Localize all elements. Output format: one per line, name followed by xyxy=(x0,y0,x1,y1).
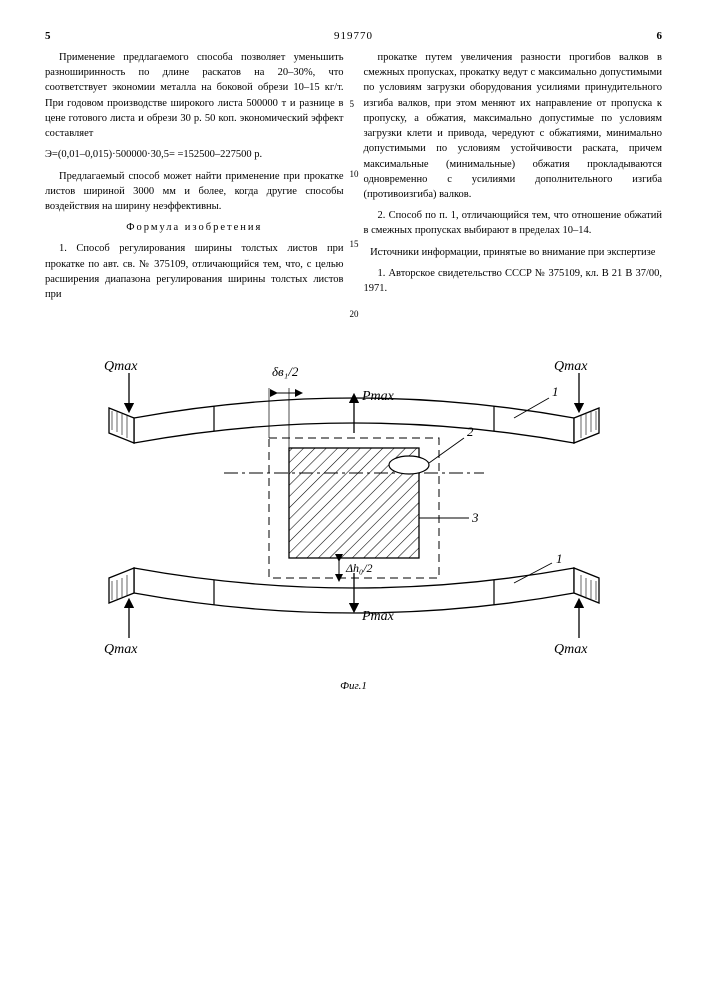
sources-heading: Источники информации, принятые во вниман… xyxy=(364,245,663,260)
label-db2: δв₁/2 xyxy=(272,364,299,379)
left-para-1: Применение предлагаемого способа позволя… xyxy=(45,50,344,141)
line-num-20: 20 xyxy=(350,308,359,321)
right-column-number: 6 xyxy=(657,30,663,42)
label-pmax-bot: Pmax xyxy=(361,609,395,624)
right-para-2: 2. Способ по п. 1, отличающийся тем, что… xyxy=(364,208,663,238)
left-para-4: 1. Способ регулирования ширины толстых л… xyxy=(45,241,344,302)
left-para-2: Э=(0,01–0,015)·500000·30,5= =152500–2275… xyxy=(45,147,344,162)
detail-2 xyxy=(389,456,429,474)
left-para-3: Предлагаемый способ может найти применен… xyxy=(45,169,344,215)
document-number: 919770 xyxy=(334,30,373,42)
label-pmax-top: Pmax xyxy=(361,389,395,404)
text-columns: Применение предлагаемого способа позволя… xyxy=(45,50,662,308)
label-ref-1a: 1 xyxy=(552,384,559,399)
leader-2 xyxy=(429,438,464,463)
figure-1: Qmax Qmax Qmax Qmax Pmax Pmax δв₁/2 Δh₀/… xyxy=(45,338,662,692)
left-column-number: 5 xyxy=(45,30,51,42)
patent-page: 5 919770 6 Применение предлагаемого спос… xyxy=(0,0,707,1000)
figure-caption: Фиг.1 xyxy=(45,680,662,692)
label-qmax-tl: Qmax xyxy=(104,359,138,374)
label-ref-2: 2 xyxy=(467,424,474,439)
formula-heading: Формула изобретения xyxy=(45,220,344,235)
right-column: 5 10 15 20 прокатке путем увеличения раз… xyxy=(364,50,663,308)
page-header: 5 919770 6 xyxy=(45,30,662,42)
label-qmax-tr: Qmax xyxy=(554,359,588,374)
label-ref-1b: 1 xyxy=(556,551,563,566)
label-ref-3: 3 xyxy=(471,510,479,525)
right-para-1: прокатке путем увеличения разности проги… xyxy=(364,50,663,202)
right-para-3: 1. Авторское свидетельство СССР № 375109… xyxy=(364,266,663,296)
label-dh2: Δh₀/2 xyxy=(345,561,373,575)
line-num-15: 15 xyxy=(350,238,359,251)
label-qmax-br: Qmax xyxy=(554,642,588,657)
figure-svg: Qmax Qmax Qmax Qmax Pmax Pmax δв₁/2 Δh₀/… xyxy=(74,338,634,678)
formula-heading-text: Формула изобретения xyxy=(126,222,262,233)
label-qmax-bl: Qmax xyxy=(104,642,138,657)
line-num-10: 10 xyxy=(350,168,359,181)
left-column: Применение предлагаемого способа позволя… xyxy=(45,50,344,308)
line-num-5: 5 xyxy=(350,98,355,111)
